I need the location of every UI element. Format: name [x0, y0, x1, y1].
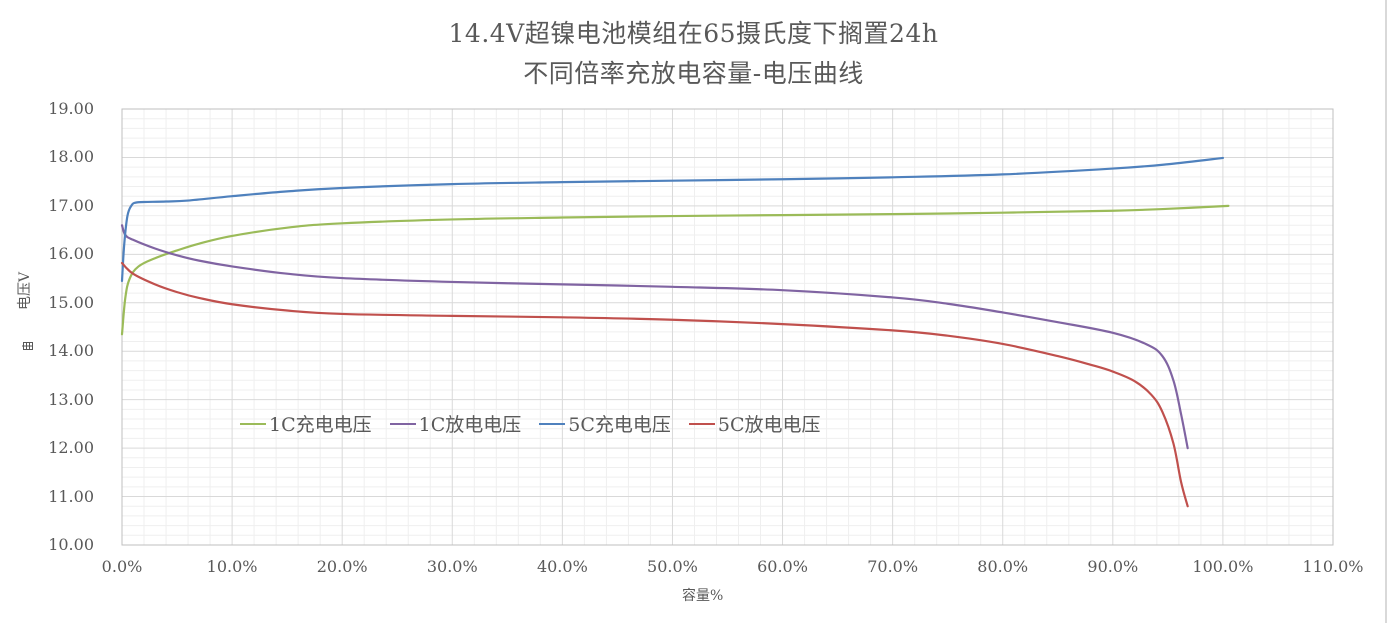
- window-border: [1385, 0, 1387, 623]
- x-tick-label: 100.0%: [1192, 557, 1254, 576]
- x-axis-label: 容量%: [682, 588, 724, 604]
- data-series: [120, 156, 1230, 508]
- major-gridlines: [121, 108, 1334, 546]
- y-tick-label: 15.00: [48, 292, 94, 312]
- x-tick-label: 30.0%: [426, 557, 478, 576]
- legend-label: 1C充电电压: [269, 414, 372, 436]
- legend-item-1c-discharge: 1C放电电压: [389, 410, 522, 437]
- legend-swatch: [688, 422, 715, 425]
- series-line: [120, 224, 1189, 450]
- y-tick-label: 16.00: [48, 244, 94, 264]
- x-tick-label: 60.0%: [757, 557, 808, 576]
- y-tick-label: 17.00: [48, 195, 94, 215]
- y-tick-label: 12.00: [48, 438, 94, 458]
- x-tick-label: 0.0%: [101, 557, 143, 576]
- legend-item-5c-discharge: 5C放电电压: [688, 410, 821, 437]
- series-line: [120, 156, 1225, 283]
- y-tick-label: 10.00: [48, 535, 94, 554]
- chart-title-line1: 14.4V超镍电池模组在65摄氏度下搁置24h: [448, 19, 939, 48]
- x-tick-label: 20.0%: [316, 557, 368, 576]
- y-tick-label: 13.00: [48, 389, 94, 409]
- y-axis-label: 电压V: [17, 271, 33, 310]
- series-line: [120, 261, 1189, 508]
- x-tick-label: 70.0%: [867, 557, 919, 576]
- x-tick-label: 80.0%: [977, 557, 1029, 576]
- series-line: [120, 204, 1230, 336]
- y-tick-label: 18.00: [48, 147, 94, 167]
- x-tick-label: 50.0%: [647, 557, 698, 576]
- legend: 1C充电电压 1C放电电压 5C充电电压 5C放电电压: [240, 410, 821, 437]
- minor-gridlines: [122, 109, 1333, 545]
- x-tick-label: 110.0%: [1302, 557, 1364, 576]
- x-tick-label: 40.0%: [536, 557, 588, 576]
- y-tick-label: 19.00: [48, 99, 94, 118]
- legend-item-5c-charge: 5C充电电压: [539, 410, 671, 437]
- table-icon: [22, 342, 33, 350]
- legend-label: 5C充电电压: [568, 414, 671, 436]
- y-tick-label: 14.00: [48, 341, 94, 361]
- x-tick-label: 10.0%: [206, 557, 258, 576]
- chart-title-line2: 不同倍率充放电容量-电压曲线: [523, 59, 864, 88]
- y-tick-label: 11.00: [48, 486, 94, 506]
- x-tick-label: 90.0%: [1087, 557, 1139, 576]
- legend-label: 1C放电电压: [418, 414, 522, 436]
- legend-label: 5C放电电压: [717, 414, 821, 436]
- legend-swatch: [240, 422, 266, 425]
- legend-swatch: [389, 422, 416, 425]
- legend-item-1c-charge: 1C充电电压: [240, 410, 372, 437]
- legend-swatch: [539, 422, 566, 425]
